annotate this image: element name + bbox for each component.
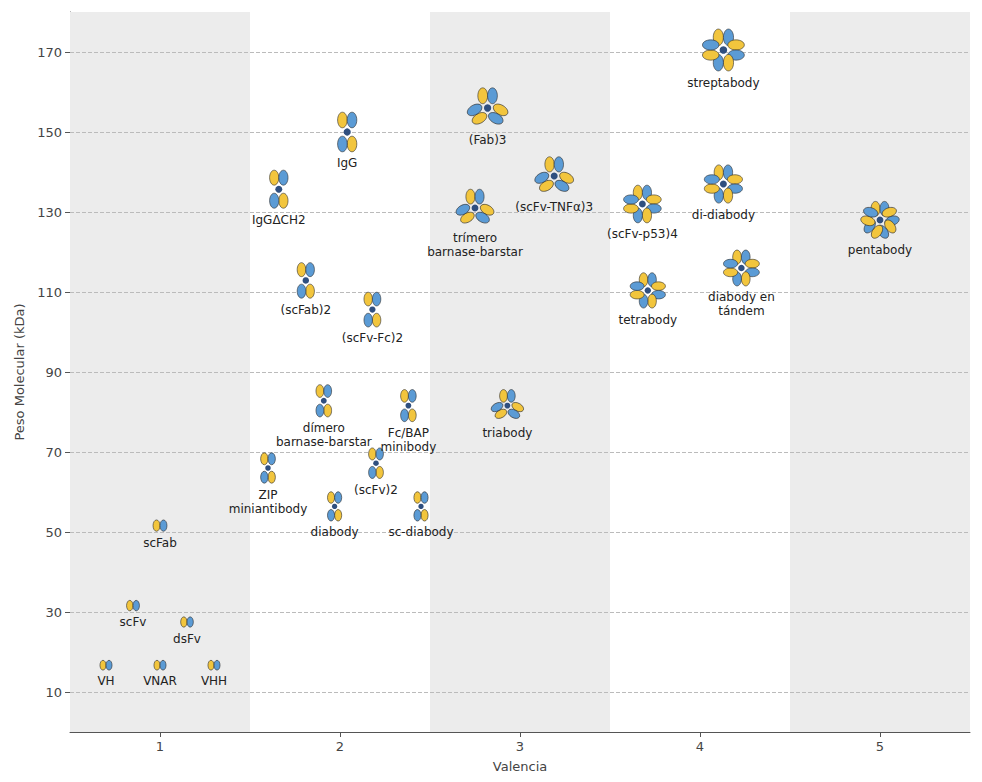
svg-text:scFab: scFab (143, 536, 177, 550)
svg-text:pentabody: pentabody (848, 243, 912, 257)
svg-text:(scFv)2: (scFv)2 (354, 483, 398, 497)
svg-text:streptabody: streptabody (687, 76, 759, 90)
svg-text:110: 110 (37, 285, 62, 300)
svg-text:dsFv: dsFv (173, 632, 201, 646)
svg-text:1: 1 (156, 739, 164, 754)
svg-text:(scFv-Fc)2: (scFv-Fc)2 (342, 331, 403, 345)
svg-text:di-diabody: di-diabody (692, 208, 755, 222)
svg-text:70: 70 (45, 445, 62, 460)
svg-text:tándem: tándem (718, 304, 764, 318)
svg-text:VHH: VHH (201, 674, 227, 688)
svg-text:3: 3 (516, 739, 524, 754)
svg-text:tetrabody: tetrabody (618, 313, 677, 327)
svg-text:ZIP: ZIP (259, 488, 278, 502)
svg-text:150: 150 (37, 125, 62, 140)
svg-text:barnase-barstar: barnase-barstar (276, 435, 372, 449)
svg-text:scFv: scFv (120, 615, 147, 629)
svg-text:(scFv-p53)4: (scFv-p53)4 (607, 227, 678, 241)
svg-text:VH: VH (97, 674, 114, 688)
svg-text:VNAR: VNAR (143, 674, 177, 688)
svg-text:triabody: triabody (482, 426, 532, 440)
svg-text:Fc/BAP: Fc/BAP (388, 426, 429, 440)
svg-text:sc-diabody: sc-diabody (388, 525, 453, 539)
svg-text:5: 5 (876, 739, 884, 754)
svg-text:(Fab)3: (Fab)3 (469, 133, 507, 147)
svg-text:diabody en: diabody en (708, 290, 775, 304)
svg-text:(scFv-TNFα)3: (scFv-TNFα)3 (515, 200, 593, 214)
svg-text:90: 90 (45, 365, 62, 380)
svg-text:barnase-barstar: barnase-barstar (427, 245, 523, 259)
svg-text:IgGΔCH2: IgGΔCH2 (252, 213, 306, 227)
svg-text:130: 130 (37, 205, 62, 220)
svg-text:dímero: dímero (303, 421, 345, 435)
svg-text:2: 2 (336, 739, 344, 754)
svg-text:4: 4 (696, 739, 704, 754)
svg-text:Valencia: Valencia (493, 759, 547, 774)
svg-text:miniantibody: miniantibody (229, 502, 308, 516)
svg-text:170: 170 (37, 45, 62, 60)
svg-text:diabody: diabody (311, 525, 359, 539)
svg-text:IgG: IgG (337, 156, 357, 170)
svg-text:minibody: minibody (381, 440, 437, 454)
svg-text:30: 30 (45, 605, 62, 620)
svg-text:50: 50 (45, 525, 62, 540)
svg-text:trímero: trímero (453, 231, 497, 245)
svg-text:Peso Molecular (kDa): Peso Molecular (kDa) (12, 303, 27, 440)
svg-text:10: 10 (45, 685, 62, 700)
svg-text:(scFab)2: (scFab)2 (280, 303, 331, 317)
